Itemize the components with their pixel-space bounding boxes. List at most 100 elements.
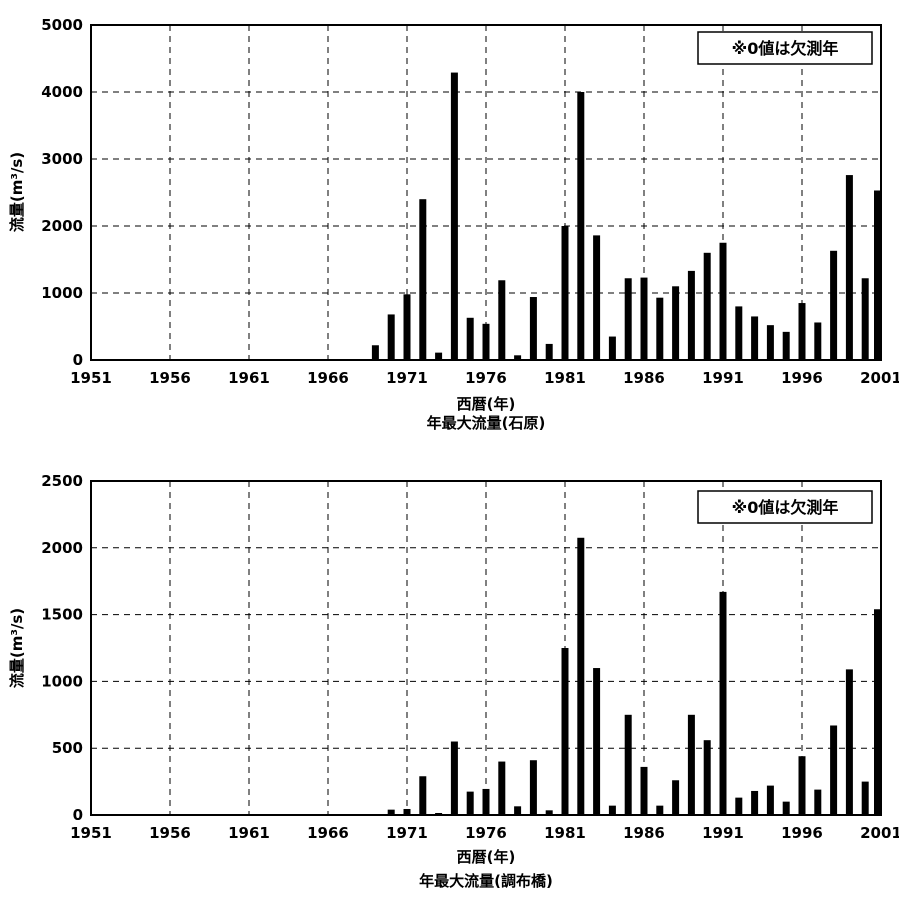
x-tick-label: 1971 (386, 369, 428, 387)
bar-1987 (656, 297, 664, 360)
y-tick-labels: 0 500 1000 1500 2000 2500 (41, 472, 83, 824)
x-tick-labels: 1951 1956 1961 1966 1971 1976 1981 1986 1991 1996… (70, 369, 899, 387)
bar-1999 (845, 669, 853, 815)
bar-1979 (529, 297, 537, 360)
gridlines (91, 25, 881, 360)
bar-1997 (814, 322, 822, 360)
x-tick-label: 1996 (781, 824, 823, 842)
x-tick-label: 1996 (781, 369, 823, 387)
plot-frame (90, 24, 882, 361)
bar-2001 (874, 190, 881, 360)
bar-1977 (498, 280, 506, 360)
x-tick-label: 1971 (386, 824, 428, 842)
x-tick-label: 1986 (623, 824, 665, 842)
bar-1982 (577, 92, 585, 360)
y-tick-label: 1500 (41, 606, 83, 624)
bar-1996 (798, 303, 806, 360)
bar-1983 (593, 668, 601, 815)
annotation-box (697, 31, 873, 65)
y-tick-label: 4000 (41, 83, 83, 101)
chart-title: 年最大流量(石原) (427, 414, 546, 432)
bar-1978 (514, 806, 522, 815)
x-axis-label: 西暦(年) (457, 848, 516, 866)
y-tick-label: 3000 (41, 150, 83, 168)
bar-1981 (561, 226, 569, 360)
bar-1991 (719, 591, 727, 815)
bar-1998 (830, 725, 838, 815)
x-tick-label: 1976 (465, 824, 507, 842)
bar-1981 (561, 648, 569, 815)
bar-1976 (482, 788, 490, 815)
x-tick-label: 1956 (149, 824, 191, 842)
bar-series (371, 72, 881, 360)
bar-1990 (703, 252, 711, 360)
bar-1992 (735, 797, 743, 815)
bar-1980 (545, 343, 553, 360)
y-tick-label: 1000 (41, 284, 83, 302)
x-tick-label: 1961 (228, 824, 270, 842)
bar-2000 (861, 781, 869, 815)
x-tick-label: 1991 (702, 369, 744, 387)
bar-1988 (672, 780, 680, 815)
y-tick-label: 0 (73, 806, 83, 824)
bar-1972 (419, 199, 427, 360)
bar-1993 (751, 790, 759, 815)
bar-1974 (450, 741, 458, 815)
annotation-box (697, 490, 873, 524)
annotation-text: ※0値は欠測年 (732, 39, 839, 58)
bar-1993 (751, 316, 759, 360)
bar-1969 (371, 345, 379, 360)
bar-1972 (419, 776, 427, 815)
bar-1983 (593, 235, 601, 360)
bar-1984 (608, 805, 616, 815)
x-tick-label: 1951 (70, 369, 112, 387)
x-tick-labels: 1951 1956 1961 1966 1971 1976 1981 1986 1991 1996… (70, 824, 899, 842)
x-tick-label: 1986 (623, 369, 665, 387)
bar-1970 (387, 809, 395, 815)
bar-1998 (830, 250, 838, 360)
bar-1987 (656, 805, 664, 815)
bar-1976 (482, 323, 490, 360)
y-axis-label-unit: (m³/s) (8, 152, 26, 202)
bar-1991 (719, 242, 727, 360)
bar-1971 (403, 294, 411, 360)
y-axis-label: 流量(m³/s) (8, 608, 26, 688)
bar-1989 (687, 270, 695, 360)
bar-1995 (782, 331, 790, 360)
svg-text:流量(m³/s): 流量(m³/s) (8, 152, 26, 232)
y-tick-label: 1000 (41, 672, 83, 690)
y-tick-labels: 0 1000 2000 3000 4000 5000 (41, 16, 83, 369)
x-axis-label: 西暦(年) (457, 395, 516, 413)
x-tick-label: 1956 (149, 369, 191, 387)
bar-1992 (735, 306, 743, 360)
bar-1973 (435, 352, 443, 360)
x-tick-label: 1991 (702, 824, 744, 842)
bar-1979 (529, 760, 537, 815)
bar-1988 (672, 286, 680, 360)
y-axis-label-main: 流量 (8, 658, 26, 688)
bar-1977 (498, 761, 506, 815)
bar-1994 (766, 325, 774, 360)
y-axis-label-unit: (m³/s) (8, 608, 26, 658)
x-tick-label: 1981 (544, 369, 586, 387)
bar-1984 (608, 336, 616, 360)
bar-1990 (703, 740, 711, 815)
bar-1999 (845, 175, 853, 360)
bar-1985 (624, 714, 632, 815)
x-tick-label: 1951 (70, 824, 112, 842)
bar-1986 (640, 277, 648, 360)
bar-1997 (814, 789, 822, 815)
bar-1975 (466, 317, 474, 360)
x-tick-label: 1966 (307, 369, 349, 387)
bar-1996 (798, 756, 806, 815)
y-tick-label: 0 (73, 351, 83, 369)
bar-series (387, 537, 881, 815)
y-tick-label: 2000 (41, 539, 83, 557)
y-tick-label: 2000 (41, 217, 83, 235)
x-tick-label: 1966 (307, 824, 349, 842)
plot-frame (90, 480, 882, 816)
bar-1975 (466, 791, 474, 815)
y-tick-label: 5000 (41, 16, 83, 34)
x-tick-label: 1981 (544, 824, 586, 842)
